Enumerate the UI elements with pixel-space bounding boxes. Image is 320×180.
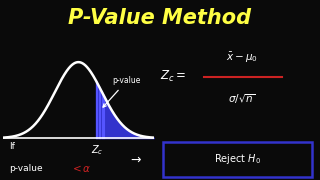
Text: $Z_c =$: $Z_c =$ bbox=[160, 69, 186, 84]
Text: p-value: p-value bbox=[103, 76, 141, 107]
Text: $\rightarrow$: $\rightarrow$ bbox=[128, 153, 142, 166]
Text: If: If bbox=[10, 142, 15, 151]
Text: $\sigma/\sqrt{n}$: $\sigma/\sqrt{n}$ bbox=[228, 92, 255, 106]
Text: p-value: p-value bbox=[10, 164, 43, 173]
Text: P-Value Method: P-Value Method bbox=[68, 8, 252, 28]
Text: $< \alpha$: $< \alpha$ bbox=[70, 163, 92, 174]
FancyBboxPatch shape bbox=[163, 142, 312, 177]
Text: $Z_c$: $Z_c$ bbox=[91, 143, 103, 157]
Text: $\bar{x} - \mu_0$: $\bar{x} - \mu_0$ bbox=[226, 51, 258, 65]
Text: Reject $H_0$: Reject $H_0$ bbox=[214, 152, 261, 166]
